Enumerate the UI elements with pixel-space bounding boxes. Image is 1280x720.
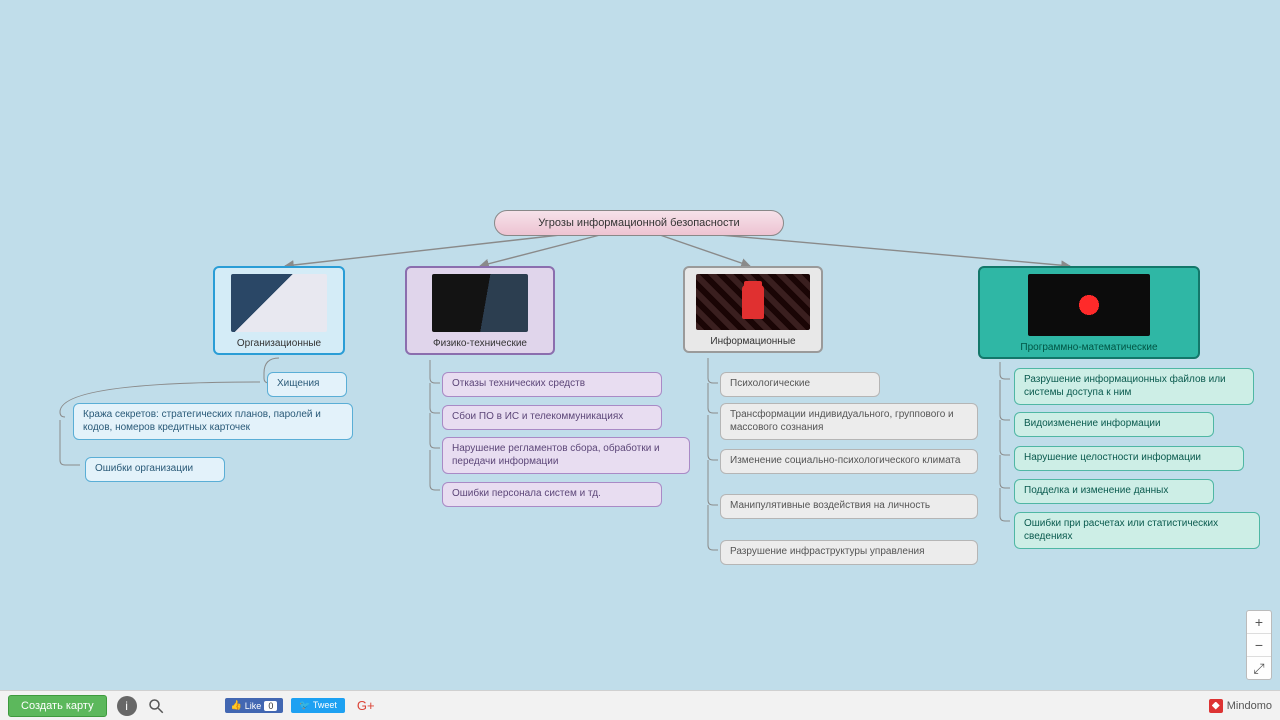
leaf-node[interactable]: Подделка и изменение данных [1014,479,1214,504]
leaf-node[interactable]: Нарушение целостности информации [1014,446,1244,471]
branch-phys[interactable]: Физико-технические [405,266,555,355]
leaf-node[interactable]: Изменение социально-психологического кли… [720,449,978,474]
leaf-node[interactable]: Трансформации индивидуального, групповог… [720,403,978,440]
branch-prog-label: Программно-математические [1020,340,1157,353]
leaf-node[interactable]: Хищения [267,372,347,397]
bottom-toolbar: Создать карту i 👍 Like 0 🐦 Tweet G+ Mind… [0,690,1280,720]
leaf-node[interactable]: Разрушение информационных файлов или сис… [1014,368,1254,405]
create-map-button[interactable]: Создать карту [8,695,107,717]
zoom-fit-button[interactable]: ⤢ [1247,657,1271,679]
google-plus-button[interactable]: G+ [353,698,379,713]
info-icon[interactable]: i [117,696,137,716]
branch-phys-label: Физико-технические [433,336,527,349]
fb-count: 0 [264,701,277,711]
leaf-node[interactable]: Ошибки при расчетах или статистических с… [1014,512,1260,549]
brand-logo-icon [1209,699,1223,713]
zoom-out-button[interactable]: − [1247,634,1271,656]
leaf-node[interactable]: Манипулятивные воздействия на личность [720,494,978,519]
leaf-node[interactable]: Психологические [720,372,880,397]
tw-label: Tweet [313,700,337,710]
root-node[interactable]: Угрозы информационной безопасности [494,210,784,236]
branch-phys-image [432,274,528,332]
branch-org[interactable]: Организационные [213,266,345,355]
leaf-node[interactable]: Ошибки персонала систем и тд. [442,482,662,507]
branch-info[interactable]: Информационные [683,266,823,353]
root-label: Угрозы информационной безопасности [538,217,739,229]
brand[interactable]: Mindomo [1209,699,1272,713]
zoom-controls: + − ⤢ [1246,610,1272,680]
leaf-node[interactable]: Отказы технических средств [442,372,662,397]
leaf-node[interactable]: Кража секретов: стратегических планов, п… [73,403,353,440]
leaf-node[interactable]: Ошибки организации [85,457,225,482]
mindmap-canvas[interactable]: Угрозы информационной безопасности Орган… [0,0,1280,690]
zoom-in-button[interactable]: + [1247,611,1271,633]
leaf-node[interactable]: Сбои ПО в ИС и телекоммуникациях [442,405,662,430]
search-icon[interactable] [147,697,165,715]
branch-org-label: Организационные [237,336,321,349]
leaf-node[interactable]: Видоизменение информации [1014,412,1214,437]
social-group: 👍 Like 0 🐦 Tweet G+ [225,698,379,713]
branch-org-image [231,274,327,332]
branch-prog[interactable]: Программно-математические [978,266,1200,359]
branch-info-label: Информационные [710,334,795,347]
twitter-tweet-button[interactable]: 🐦 Tweet [291,698,345,713]
fb-label: Like [245,701,262,711]
leaf-node[interactable]: Нарушение регламентов сбора, обработки и… [442,437,690,474]
leaf-node[interactable]: Разрушение инфраструктуры управления [720,540,978,565]
facebook-like-button[interactable]: 👍 Like 0 [225,698,284,713]
branch-prog-image [1028,274,1150,336]
brand-label: Mindomo [1227,700,1272,712]
branch-info-image [696,274,810,330]
